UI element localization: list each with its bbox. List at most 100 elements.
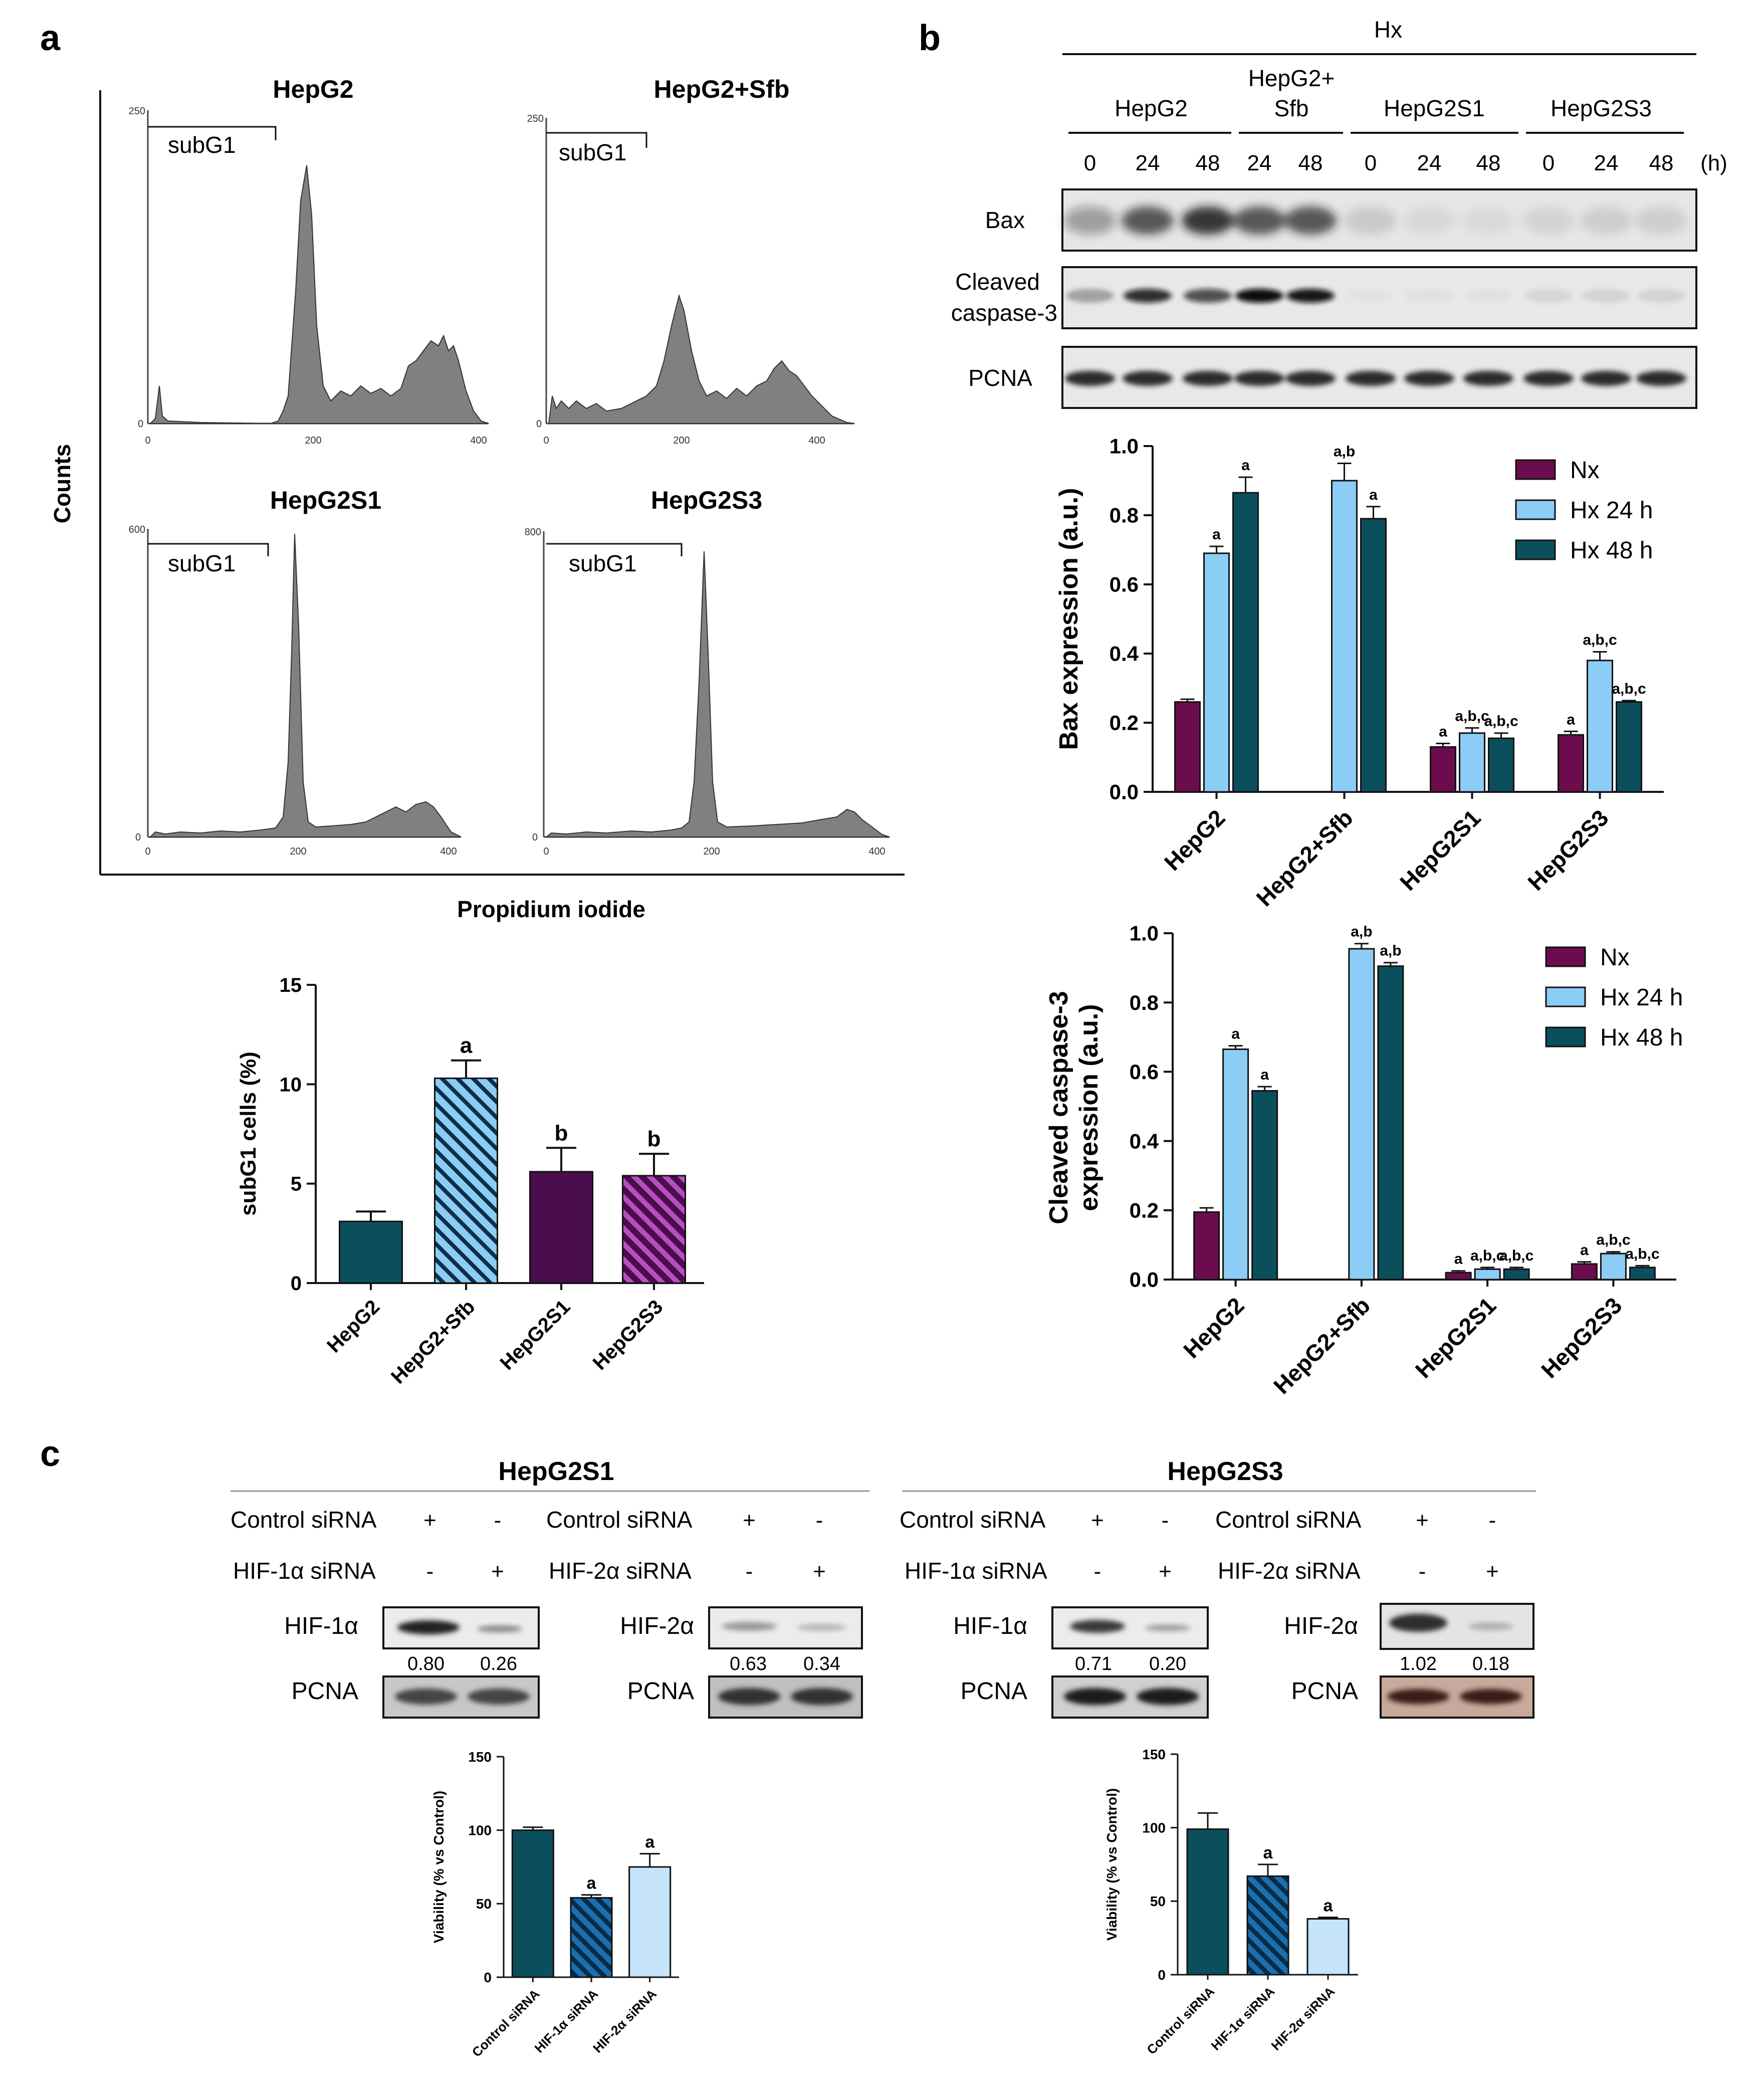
blot-band: [1184, 289, 1232, 303]
significance-label: a,b,c: [1484, 713, 1518, 730]
y-axis-label: Viability (% vs Control): [431, 1791, 447, 1943]
blot-band: [1145, 1624, 1190, 1631]
minus-sign: -: [1489, 1508, 1496, 1533]
bar: [1377, 965, 1404, 1281]
blot-band: [1389, 1614, 1447, 1632]
blot-label-pcna: PCNA: [1291, 1678, 1358, 1705]
minus-sign: -: [746, 1559, 753, 1584]
histogram-title: HepG2S1: [270, 486, 381, 514]
y-tick-label: 0.8: [1130, 991, 1159, 1014]
significance-label: a: [1263, 1843, 1273, 1862]
histogram-tick: 400: [440, 846, 457, 857]
histogram-curve: [548, 294, 855, 424]
histogram-hepg2-sfb: HepG2+Sfb 250 0 0 200 400 subG1: [527, 75, 855, 446]
x-tick-label: Control siRNA: [1144, 1984, 1217, 2057]
bar: [1503, 1268, 1530, 1281]
bar: [1474, 1268, 1501, 1281]
significance-label: a: [1231, 1026, 1240, 1042]
x-tick-label: HepG2: [1178, 1292, 1249, 1363]
blot-band: [718, 1688, 780, 1705]
blot-caspase-bands: [1066, 289, 1685, 303]
histogram-title: HepG2+Sfb: [654, 75, 790, 103]
blot-label-bax: Bax: [985, 207, 1025, 233]
bar: [570, 1897, 613, 1978]
y-tick-label: 0.0: [1110, 780, 1139, 804]
significance-label: a: [1241, 457, 1250, 474]
histogram-ymax: 250: [527, 113, 544, 124]
group-label-hepg2-sfb-1: HepG2+: [1248, 65, 1335, 91]
minus-sign: -: [816, 1508, 823, 1533]
legend-swatch: [1545, 946, 1586, 967]
plus-sign: +: [423, 1508, 436, 1533]
legend-label: Hx 24 h: [1600, 984, 1683, 1011]
counts-axis-label: Counts: [49, 444, 75, 523]
blot-label-pcna: PCNA: [292, 1678, 358, 1705]
blot-band: [1463, 371, 1513, 386]
caspase3-bar-chart: 0.0 0.2 0.4 0.6 0.8 1.0 Cleaved caspase-3 expre…: [1044, 922, 1683, 1399]
bar: [1193, 1211, 1220, 1281]
time-label: 48: [1298, 151, 1323, 175]
blot-band: [1233, 206, 1285, 235]
histogram-tick: 200: [290, 846, 306, 857]
significance-label: a,b,c: [1499, 1247, 1533, 1264]
band-quantification: 0.26: [480, 1653, 517, 1674]
panel-a-letter: a: [40, 18, 61, 58]
histogram-ymax: 250: [129, 106, 145, 117]
histogram-y0: 0: [135, 832, 141, 843]
plus-sign: +: [813, 1559, 826, 1584]
blot-band: [1522, 206, 1575, 235]
minus-sign: -: [426, 1559, 434, 1584]
blot-band: [468, 1689, 530, 1705]
bar: [1616, 701, 1642, 793]
significance-label: a: [1567, 711, 1575, 728]
group-label-hepg2s1: HepG2S1: [1384, 95, 1485, 121]
histogram-y0: 0: [536, 418, 542, 430]
blot-band: [1403, 206, 1455, 235]
blot-label-pcna: PCNA: [968, 365, 1032, 391]
histogram-tick: 400: [868, 846, 885, 857]
panel-c-letter: c: [40, 1434, 60, 1474]
plus-sign: +: [491, 1559, 504, 1584]
legend-label: Hx 48 h: [1600, 1024, 1683, 1051]
y-axis-label: Cleaved caspase-3: [1044, 991, 1073, 1224]
histogram-tick: 200: [703, 846, 720, 857]
bar: [1459, 732, 1485, 793]
bar: [1232, 492, 1259, 793]
blot-label-hif2a: HIF-2α: [1284, 1613, 1358, 1639]
blot-band: [1462, 206, 1514, 235]
bar: [1222, 1048, 1249, 1281]
y-tick-label: 0.6: [1130, 1060, 1159, 1084]
histogram-tick: 0: [543, 846, 549, 857]
y-tick-label: 0.0: [1130, 1268, 1159, 1292]
histogram-frame: [99, 90, 905, 876]
minus-sign: -: [494, 1508, 502, 1533]
minus-sign: -: [1094, 1559, 1101, 1584]
significance-label: b: [555, 1121, 568, 1145]
y-tick-label: 0: [484, 1970, 492, 1985]
blot-label-hif1a: HIF-1α: [953, 1613, 1027, 1639]
histogram-tick: 0: [145, 846, 150, 857]
significance-label: a: [1212, 526, 1221, 543]
bar: [1445, 1272, 1472, 1281]
bar: [1558, 734, 1584, 793]
band-quantification: 0.80: [407, 1653, 445, 1674]
blot-band: [1468, 1622, 1513, 1630]
significance-label: a,b: [1334, 444, 1355, 460]
propidium-iodide-label: Propidium iodide: [457, 896, 645, 922]
histogram-hepg2: HepG2 250 0 0 200 400 subG1: [129, 75, 489, 446]
plus-sign: +: [743, 1508, 756, 1533]
band-quantification: 0.63: [730, 1653, 767, 1674]
minus-sign: -: [1162, 1508, 1169, 1533]
time-label: 48: [1649, 151, 1674, 175]
legend-swatch: [1515, 539, 1556, 560]
blot-band: [1637, 289, 1685, 303]
x-tick-label: HepG2S3: [1536, 1292, 1627, 1383]
hx-header: Hx: [1374, 17, 1402, 43]
histogram-y0: 0: [532, 832, 538, 843]
bar: [1331, 480, 1358, 793]
viability-chart-hepg2s1: 0 50 100 150 Viability (% vs Control) Control…: [431, 1749, 679, 2060]
y-tick-label: 1.0: [1110, 435, 1139, 458]
significance-label: a,b,c: [1470, 1247, 1504, 1264]
y-tick-label: 1.0: [1130, 922, 1159, 945]
hif2-sirna-label: HIF-2α siRNA: [549, 1558, 692, 1584]
